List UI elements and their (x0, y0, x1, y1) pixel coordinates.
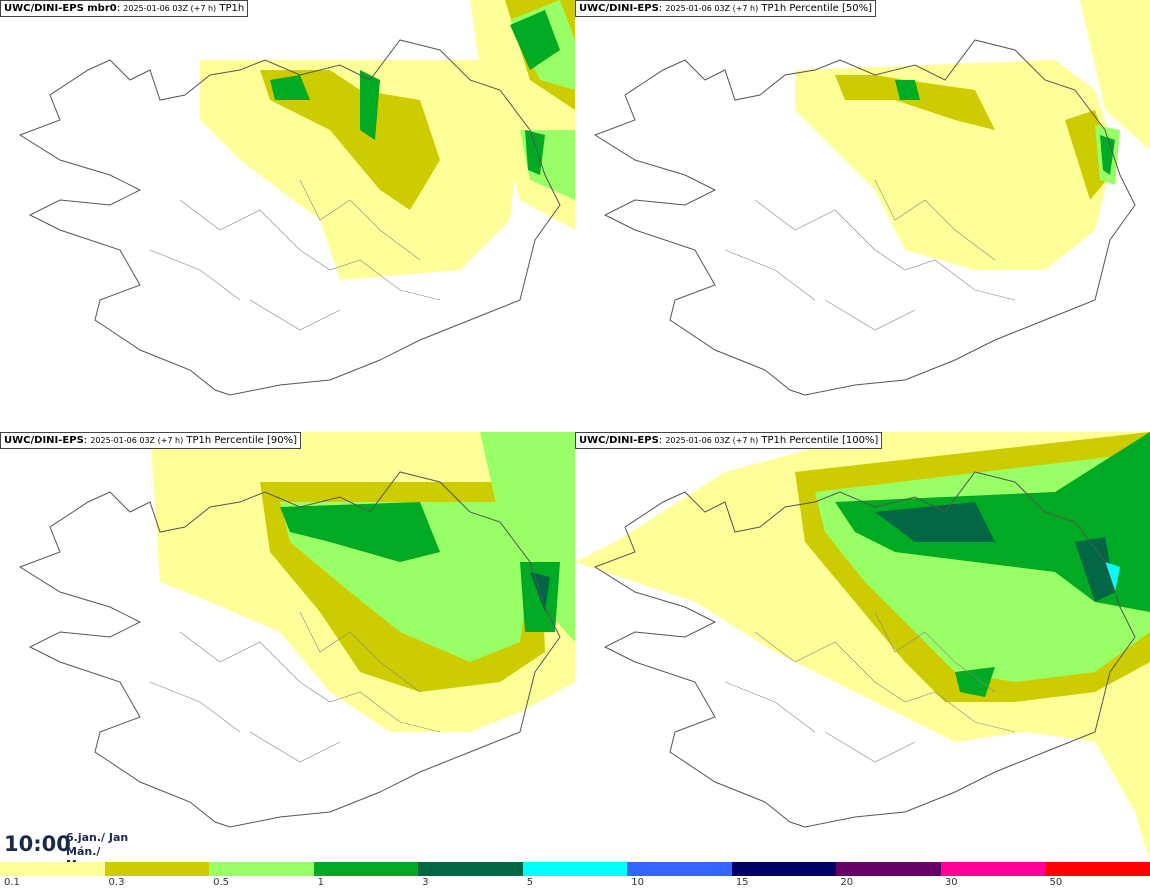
legend-swatch (731, 862, 837, 876)
precip-map (19, 0, 575, 396)
map-panel-p90: UWC/DINI-EPS: 2025-01-06 03Z (+7 h) TP1h… (0, 432, 575, 862)
legend-label: 10 (631, 877, 644, 888)
legend-label: 15 (735, 877, 749, 888)
legend-label: 0.3 (108, 877, 125, 888)
panel-title: UWC/DINI-EPS: 2025-01-06 03Z (+7 h) TP1h… (575, 432, 883, 449)
legend-label: 0.1 (4, 877, 20, 888)
legend-swatch (104, 862, 210, 876)
precip-map (19, 432, 575, 828)
legend-swatch (1045, 862, 1150, 876)
map-panel-p50: UWC/DINI-EPS: 2025-01-06 03Z (+7 h) TP1h… (575, 0, 1150, 430)
legend-label: 5 (526, 877, 534, 888)
legend-label: 50 (1049, 877, 1063, 888)
legend-label: 3 (422, 877, 429, 888)
panel-title: UWC/DINI-EPS: 2025-01-06 03Z (+7 h) TP1h… (0, 432, 301, 449)
legend-swatch (836, 862, 942, 876)
valid-date-line1: 6.jan./ Jan (66, 831, 129, 844)
map-panel-p100: UWC/DINI-EPS: 2025-01-06 03Z (+7 h) TP1h… (575, 432, 1150, 862)
legend-swatch (627, 862, 733, 876)
legend-label: 30 (944, 877, 958, 888)
precip-map (594, 0, 1150, 396)
precip-map (575, 432, 1150, 862)
panel-title: UWC/DINI-EPS mbr0: 2025-01-06 03Z (+7 h)… (0, 0, 249, 17)
panel-title: UWC/DINI-EPS: 2025-01-06 03Z (+7 h) TP1h… (575, 0, 876, 17)
legend-swatch (209, 862, 315, 876)
legend-swatch (418, 862, 524, 876)
map-panel-member0: UWC/DINI-EPS mbr0: 2025-01-06 03Z (+7 h)… (0, 0, 575, 430)
valid-time: 10:00 (4, 832, 71, 856)
legend-swatch (313, 862, 419, 876)
legend-label: 1 (317, 877, 324, 888)
legend-label: 20 (840, 877, 854, 888)
legend-swatch (0, 862, 105, 876)
legend-label: 0.5 (213, 877, 229, 888)
valid-time-box: 10:00 6.jan./ Jan Mán./ Mon (0, 826, 130, 871)
legend-swatch (940, 862, 1046, 876)
legend-swatch (522, 862, 628, 876)
color-legend: 0.1 0.3 0.5 1 3 5 10 15 20 30 50 (0, 862, 1150, 891)
